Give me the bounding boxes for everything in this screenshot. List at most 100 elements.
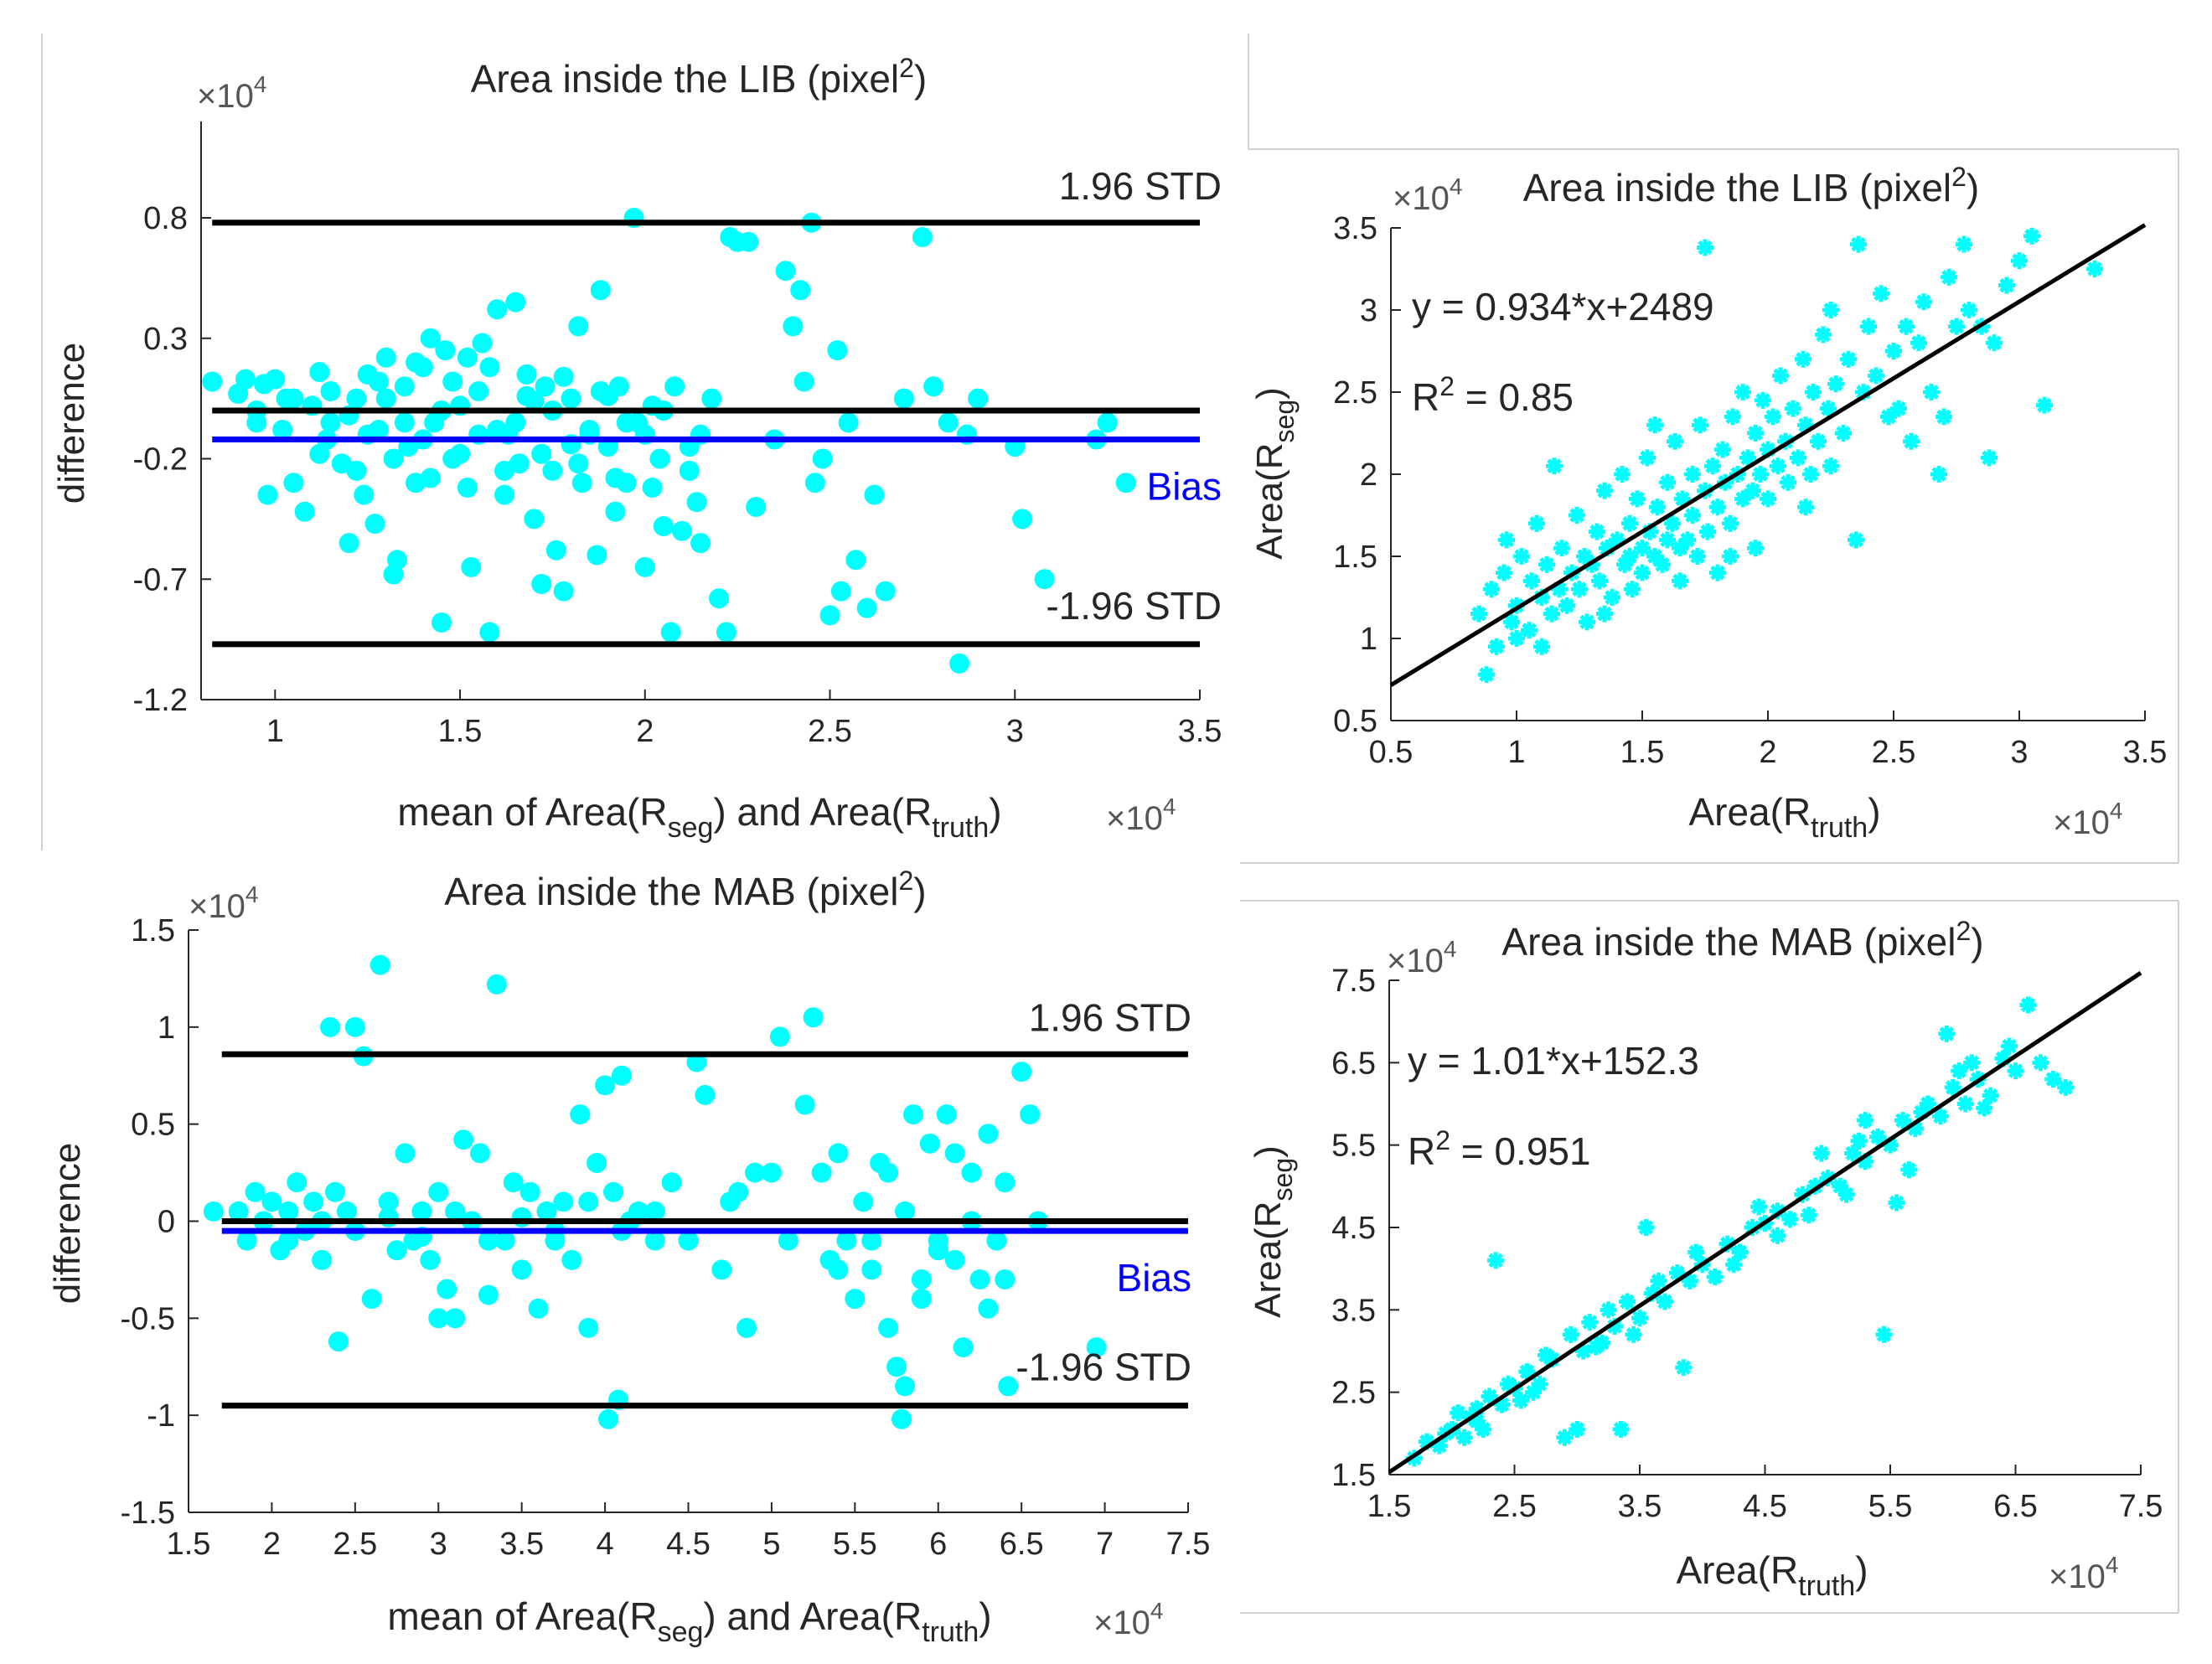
data-point xyxy=(1478,666,1495,684)
plot-area: 1.5 2 2.5 3 3.5 4 4.5 5 5.5 6 6.5 7 7.5 -1.5 -1 -0.5 0 0.… xyxy=(121,913,1211,1562)
data-point xyxy=(383,448,404,469)
data-point-stroke xyxy=(1700,524,1715,540)
data-point xyxy=(1765,408,1781,426)
data-point xyxy=(283,388,304,409)
data-point-stroke xyxy=(1469,1401,1485,1417)
data-point xyxy=(953,1337,974,1358)
data-point-stroke xyxy=(1672,573,1687,589)
data-point xyxy=(1034,569,1055,590)
data-point xyxy=(461,556,482,577)
data-point-stroke xyxy=(1651,1274,1667,1289)
data-point xyxy=(1528,514,1545,532)
data-point-stroke xyxy=(2008,1063,2023,1078)
data-point xyxy=(437,1279,457,1300)
data-point xyxy=(1802,466,1819,483)
data-point-stroke xyxy=(1723,516,1738,531)
data-point-stroke xyxy=(1552,581,1567,597)
data-point-stroke xyxy=(1469,1413,1485,1429)
data-point xyxy=(1835,425,1852,442)
data-point-stroke xyxy=(1622,549,1637,564)
data-point xyxy=(1944,1078,1961,1096)
data-point xyxy=(1837,1186,1855,1203)
data-point xyxy=(1986,334,2003,352)
data-point-stroke xyxy=(1597,606,1612,622)
data-point xyxy=(1982,1087,1999,1104)
data-point xyxy=(561,388,581,409)
data-point-stroke xyxy=(1753,467,1768,482)
y-tick-label: 1 xyxy=(158,1010,175,1046)
data-point-stroke xyxy=(1676,1360,1692,1375)
data-point xyxy=(453,1129,474,1150)
data-point xyxy=(578,1317,599,1338)
data-point-stroke xyxy=(1796,352,1811,367)
data-point-stroke xyxy=(1803,467,1818,482)
data-point xyxy=(1639,449,1656,467)
data-point-stroke xyxy=(1883,1137,1898,1153)
data-point-stroke xyxy=(1901,1162,1917,1177)
data-point xyxy=(570,1104,591,1125)
data-point-stroke xyxy=(2012,253,2027,268)
data-point xyxy=(1704,457,1721,475)
data-point xyxy=(328,1331,349,1352)
data-point xyxy=(375,388,396,409)
data-point-stroke xyxy=(1732,1244,1748,1260)
r-squared-label: R2 = 0.85 xyxy=(1412,371,1574,419)
data-point-stroke xyxy=(1801,1207,1817,1223)
data-point xyxy=(1543,605,1560,623)
data-point xyxy=(893,388,914,409)
data-point xyxy=(986,1230,1007,1251)
data-point xyxy=(516,364,537,385)
data-point xyxy=(1731,1243,1749,1261)
data-point-stroke xyxy=(1770,1228,1786,1243)
data-point xyxy=(1894,1112,1911,1129)
data-point xyxy=(478,1284,499,1305)
data-point xyxy=(545,540,566,561)
data-point-stroke xyxy=(1456,1429,1472,1445)
data-point xyxy=(1706,1269,1724,1285)
data-point xyxy=(1822,302,1839,318)
data-point xyxy=(1739,449,1756,467)
data-point xyxy=(1589,523,1605,540)
y-axis-label: difference xyxy=(51,343,92,504)
data-point-stroke xyxy=(1569,508,1584,523)
y-tick-label: 0.3 xyxy=(143,322,188,357)
data-point xyxy=(1827,375,1844,393)
data-point xyxy=(894,1376,915,1397)
data-point-stroke xyxy=(1740,450,1755,466)
y-tick-label: 1.5 xyxy=(131,913,175,948)
data-point xyxy=(1750,1198,1768,1216)
data-point xyxy=(261,1191,282,1212)
data-point-stroke xyxy=(1904,434,1919,449)
data-point-stroke xyxy=(1640,450,1655,466)
data-point-stroke xyxy=(1936,409,1951,425)
data-point xyxy=(1903,432,1920,450)
data-point xyxy=(603,1181,624,1202)
data-point-stroke xyxy=(1916,294,1931,309)
data-point-stroke xyxy=(1765,409,1780,425)
data-point xyxy=(1115,473,1136,494)
data-point xyxy=(287,1172,308,1193)
data-point xyxy=(1571,581,1588,598)
data-point xyxy=(1744,482,1761,499)
data-point xyxy=(1769,1227,1786,1244)
data-point-stroke xyxy=(1821,400,1836,416)
data-point xyxy=(642,478,663,498)
y-tick-label: 2.5 xyxy=(1331,1376,1376,1411)
data-point-stroke xyxy=(1760,491,1775,507)
data-point-stroke xyxy=(1670,1265,1685,1280)
data-point xyxy=(1537,1346,1554,1364)
data-point xyxy=(511,1207,532,1227)
data-point-stroke xyxy=(1496,565,1512,581)
data-point-stroke xyxy=(1534,639,1549,654)
data-point-stroke xyxy=(1600,1302,1616,1318)
data-point xyxy=(738,231,759,252)
data-point-stroke xyxy=(1660,532,1675,548)
data-point-stroke xyxy=(1873,286,1889,302)
data-point xyxy=(1930,466,1947,483)
data-point xyxy=(294,501,315,522)
y-tick-label: 4.5 xyxy=(1331,1211,1376,1246)
data-point xyxy=(790,280,811,301)
data-point-stroke xyxy=(1559,598,1574,613)
data-point xyxy=(944,1143,965,1164)
data-point xyxy=(590,280,611,301)
